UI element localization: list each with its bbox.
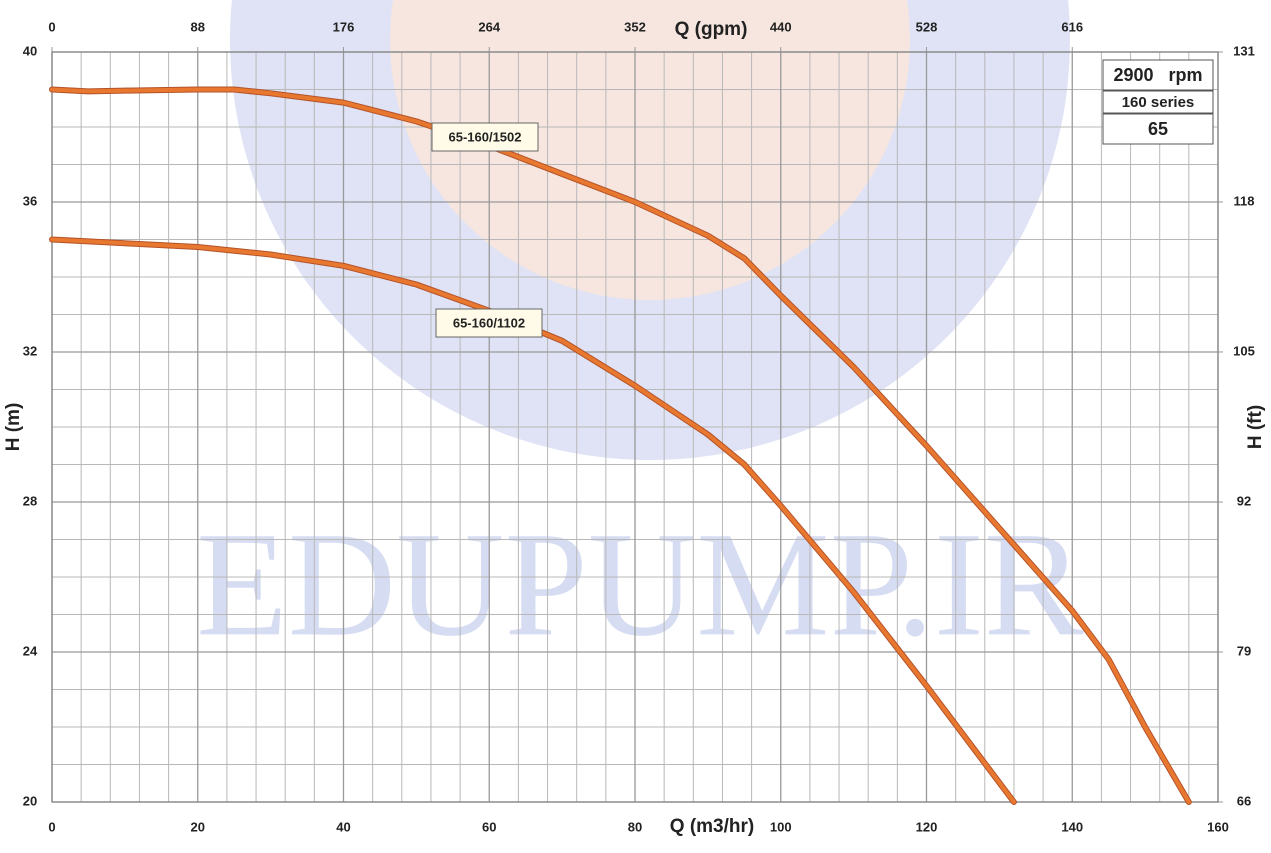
- x-tick-label: 40: [336, 819, 350, 834]
- y-tick-label: 40: [23, 43, 37, 58]
- x-tick-label: 80: [628, 819, 642, 834]
- y2-tick-label: 66: [1237, 793, 1251, 808]
- y-axis-title: H (m): [3, 403, 24, 452]
- info-text: 2900 rpm: [1113, 65, 1202, 85]
- y-tick-label: 24: [23, 643, 38, 658]
- y2-tick-label: 92: [1237, 493, 1251, 508]
- x2-tick-label: 528: [916, 19, 938, 34]
- y2-tick-label: 79: [1237, 643, 1251, 658]
- x2-tick-label: 0: [48, 19, 55, 34]
- y-tick-label: 32: [23, 343, 37, 358]
- x-tick-label: 100: [770, 819, 792, 834]
- y2-tick-label: 131: [1233, 43, 1255, 58]
- x2-tick-label: 352: [624, 19, 646, 34]
- y-tick-label: 28: [23, 493, 37, 508]
- y-tick-label: 20: [23, 793, 37, 808]
- x2-tick-label: 264: [478, 19, 500, 34]
- chart: EDUPUMP.IR Q (m3/hr) Q (gpm) H (m) H (ft…: [0, 0, 1271, 848]
- curve-label: 65-160/1102: [453, 315, 525, 330]
- y2-axis-title: H (ft): [1245, 405, 1266, 449]
- y2-tick-label: 105: [1233, 343, 1255, 358]
- x-tick-label: 60: [482, 819, 496, 834]
- curve-label: 65-160/1502: [448, 129, 521, 144]
- x2-tick-label: 88: [191, 19, 205, 34]
- x-tick-label: 140: [1061, 819, 1083, 834]
- x-tick-label: 160: [1207, 819, 1229, 834]
- x2-tick-label: 176: [333, 19, 355, 34]
- x-tick-label: 0: [48, 819, 55, 834]
- x2-axis-title: Q (gpm): [675, 19, 748, 40]
- x2-tick-label: 616: [1061, 19, 1083, 34]
- watermark-text: EDUPUMP.IR: [196, 501, 1084, 667]
- y2-tick-label: 118: [1234, 193, 1255, 208]
- info-text: 65: [1148, 119, 1168, 139]
- y-tick-label: 36: [23, 193, 37, 208]
- info-text: 160 series: [1122, 94, 1195, 111]
- x-axis-title: Q (m3/hr): [670, 816, 754, 837]
- x-tick-label: 20: [191, 819, 205, 834]
- x-tick-label: 120: [916, 819, 938, 834]
- x2-tick-label: 440: [770, 19, 792, 34]
